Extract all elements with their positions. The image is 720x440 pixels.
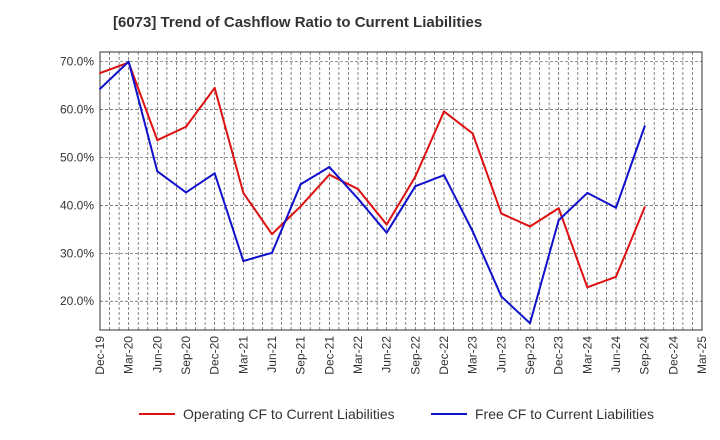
- series-1-point: [643, 125, 646, 128]
- legend-swatch-free-cf: [431, 413, 467, 415]
- x-tick-label: Mar-24: [580, 336, 594, 374]
- series-0-point: [471, 132, 474, 135]
- grid-layer: [99, 52, 703, 330]
- series-1-point: [500, 295, 503, 298]
- series-0-point: [414, 175, 417, 178]
- x-tick-label: Dec-24: [666, 336, 680, 375]
- series-1-point: [586, 191, 589, 194]
- y-tick-label: 40.0%: [60, 198, 94, 212]
- series-1-point: [185, 191, 187, 194]
- x-tick-label: Sep-21: [294, 336, 308, 375]
- legend-label-free-cf: Free CF to Current Liabilities: [475, 406, 654, 422]
- series-0-point: [529, 225, 531, 228]
- series-line-1: [99, 60, 646, 325]
- series-1-point: [299, 183, 302, 186]
- series-0-point: [643, 206, 646, 209]
- series-0-point: [357, 188, 359, 191]
- x-tick-label: Jun-24: [609, 336, 623, 373]
- x-tick-label: Mar-23: [466, 336, 480, 374]
- x-tick-label: Dec-23: [552, 336, 566, 375]
- x-tick-label: Jun-23: [494, 336, 508, 373]
- series-0-point: [156, 139, 159, 142]
- series-0-point: [185, 125, 187, 128]
- series-1-point: [99, 87, 101, 90]
- legend-label-operating-cf: Operating CF to Current Liabilities: [183, 406, 395, 422]
- series-0-point: [99, 72, 101, 75]
- x-tick-label: Mar-20: [122, 336, 136, 374]
- legend: Operating CF to Current Liabilities Free…: [0, 406, 720, 426]
- series-1-point: [213, 172, 216, 175]
- series-layer: [99, 60, 646, 325]
- x-tick-label: Sep-22: [408, 336, 422, 375]
- series-0-point: [328, 173, 331, 176]
- series-1-point: [557, 219, 560, 222]
- series-1-point: [414, 185, 417, 188]
- series-0-point: [586, 286, 589, 289]
- legend-item-operating-cf: Operating CF to Current Liabilities: [139, 406, 395, 422]
- series-1-point: [156, 170, 159, 173]
- x-tick-label: Dec-20: [208, 336, 222, 375]
- x-tick-label: Dec-22: [437, 336, 451, 375]
- series-0-point: [213, 86, 216, 89]
- x-tick-label: Mar-22: [351, 336, 365, 374]
- series-1-point: [271, 251, 273, 254]
- legend-item-free-cf: Free CF to Current Liabilities: [431, 406, 654, 422]
- series-0-point: [615, 275, 617, 278]
- series-1-point: [615, 206, 617, 209]
- y-tick-label: 70.0%: [60, 55, 94, 69]
- series-1-point: [443, 174, 445, 177]
- x-tick-label: Sep-20: [179, 336, 193, 375]
- x-tick-label: Mar-25: [695, 336, 709, 374]
- series-0-point: [299, 205, 302, 208]
- y-axis: 20.0% 30.0% 40.0% 50.0% 60.0% 70.0%: [60, 55, 94, 309]
- x-tick-label: Mar-21: [236, 336, 250, 374]
- y-tick-label: 30.0%: [60, 246, 94, 260]
- y-tick-label: 20.0%: [60, 294, 94, 308]
- x-tick-label: Sep-24: [638, 336, 652, 375]
- series-0-point: [242, 191, 245, 194]
- legend-swatch-operating-cf: [139, 413, 175, 415]
- series-1-point: [242, 259, 245, 262]
- x-tick-label: Dec-21: [322, 336, 336, 375]
- y-tick-label: 60.0%: [60, 103, 94, 117]
- x-tick-label: Jun-21: [265, 336, 279, 373]
- y-tick-label: 50.0%: [60, 150, 94, 164]
- series-0-point: [385, 223, 388, 226]
- series-1-point: [385, 231, 388, 234]
- x-axis: Dec-19 Mar-20 Jun-20 Sep-20 Dec-20 Mar-21 Jun-…: [93, 336, 709, 375]
- series-0-point: [500, 212, 503, 215]
- x-tick-label: Dec-19: [93, 336, 107, 375]
- x-tick-label: Sep-23: [523, 336, 537, 375]
- x-tick-label: Jun-22: [380, 336, 394, 373]
- series-0-point: [443, 110, 445, 113]
- chart-title: [6073] Trend of Cashflow Ratio to Curren…: [113, 14, 483, 31]
- series-1-point: [471, 230, 474, 233]
- series-1-point: [127, 60, 130, 63]
- series-1-point: [357, 197, 359, 200]
- x-tick-label: Jun-20: [150, 336, 164, 373]
- plot-area: [99, 51, 703, 331]
- series-1-point: [328, 166, 331, 169]
- series-line-0: [99, 61, 646, 289]
- series-1-point: [529, 322, 531, 325]
- series-0-point: [557, 207, 560, 210]
- series-0-point: [271, 233, 273, 236]
